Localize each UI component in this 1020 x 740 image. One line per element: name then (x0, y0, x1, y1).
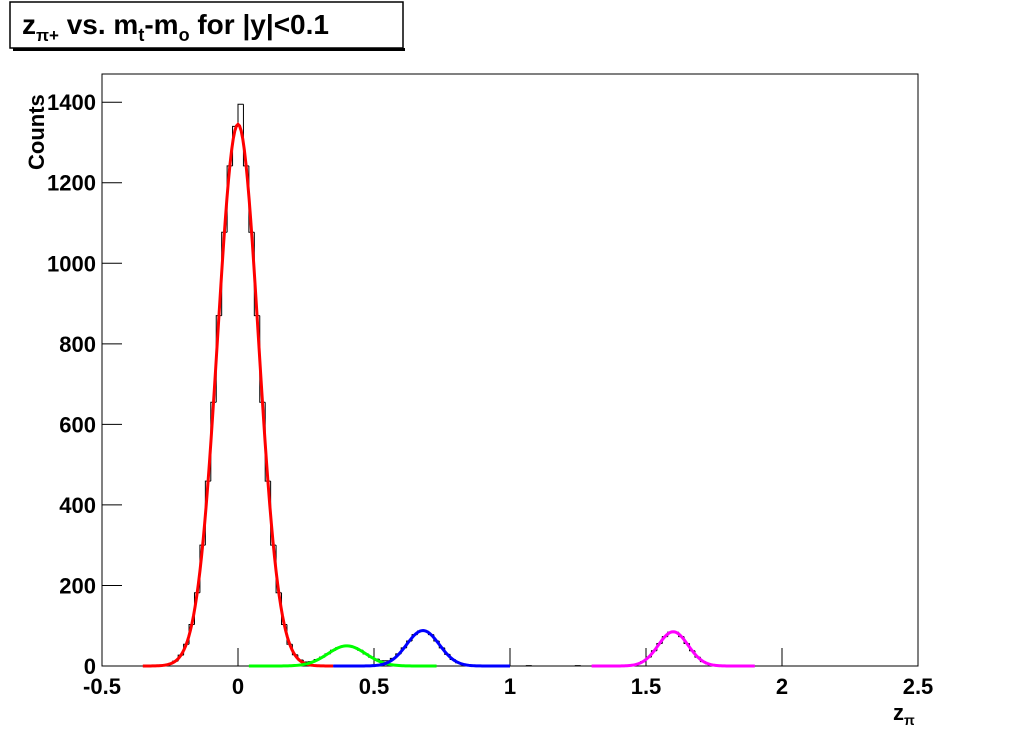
x-tick-label: 2 (776, 674, 788, 699)
y-tick-label: 1000 (47, 251, 96, 276)
fit-curve (333, 629, 510, 668)
y-tick-label: 400 (59, 493, 96, 518)
x-label-part: z (893, 700, 904, 725)
title-shadow (13, 48, 405, 51)
y-tick-label: 600 (59, 412, 96, 437)
y-axis-label: Counts (24, 94, 49, 170)
fit-curve (142, 122, 334, 668)
title-part: π+ (36, 26, 59, 45)
y-tick-label: 1200 (47, 171, 96, 196)
x-tick-label: 0 (232, 674, 244, 699)
x-tick-label: -0.5 (83, 674, 121, 699)
title-box (9, 1, 404, 49)
title-part: o (179, 25, 190, 45)
chart-title: zπ+ vs. mt-mo for |y|<0.1 (22, 9, 329, 45)
title-part: vs. m (59, 9, 138, 40)
x-tick-label: 2.5 (903, 674, 934, 699)
plot-frame (101, 73, 919, 667)
y-tick-label: 0 (84, 654, 96, 679)
y-tick-label: 800 (59, 332, 96, 357)
y-tick-label: 1400 (47, 90, 96, 115)
title-part: z (22, 9, 36, 40)
x-label-part: π (904, 712, 915, 728)
x-tick-label: 1.5 (631, 674, 662, 699)
x-axis-label: zπ (893, 700, 915, 728)
title-part: t (138, 25, 144, 45)
fit-curve (591, 630, 755, 668)
histogram-bin (237, 103, 244, 127)
x-tick-label: 1 (504, 674, 516, 699)
title-part: -m (144, 9, 178, 40)
title-part: for |y|<0.1 (190, 9, 329, 40)
y-tick-label: 200 (59, 573, 96, 598)
x-tick-label: 0.5 (359, 674, 390, 699)
fit-curve (248, 644, 437, 668)
